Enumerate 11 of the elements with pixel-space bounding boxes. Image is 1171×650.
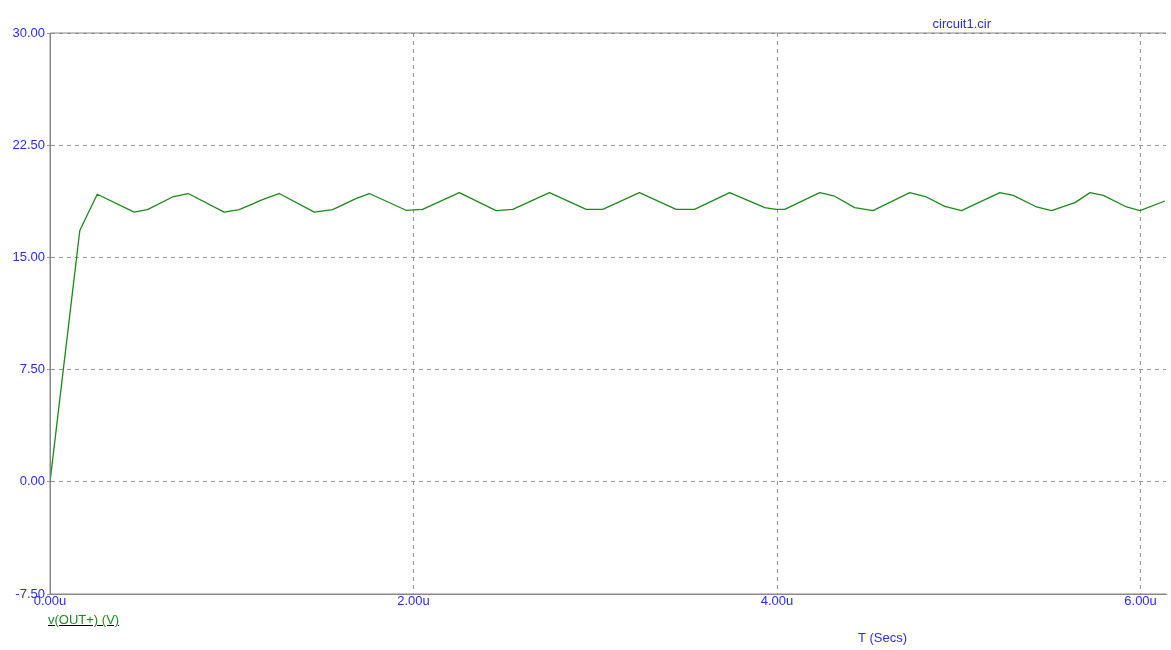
- x-tick-label: 4.00u: [760, 593, 794, 609]
- x-tick-label: 6.00u: [1124, 593, 1157, 609]
- y-tick-label: 15.00: [12, 248, 45, 264]
- text: v(OUT+) (V): [48, 612, 120, 627]
- x-axis-title: T (Secs): [858, 630, 907, 646]
- y-tick-label: 0.00: [19, 473, 45, 489]
- text: circuit1.cir: [932, 16, 992, 32]
- y-tick-label: 7.50: [19, 361, 45, 377]
- x-tick-label: 2.00u: [397, 593, 430, 609]
- y-tick-label: 30.00: [12, 24, 45, 40]
- y-tick-label: 22.50: [12, 136, 45, 152]
